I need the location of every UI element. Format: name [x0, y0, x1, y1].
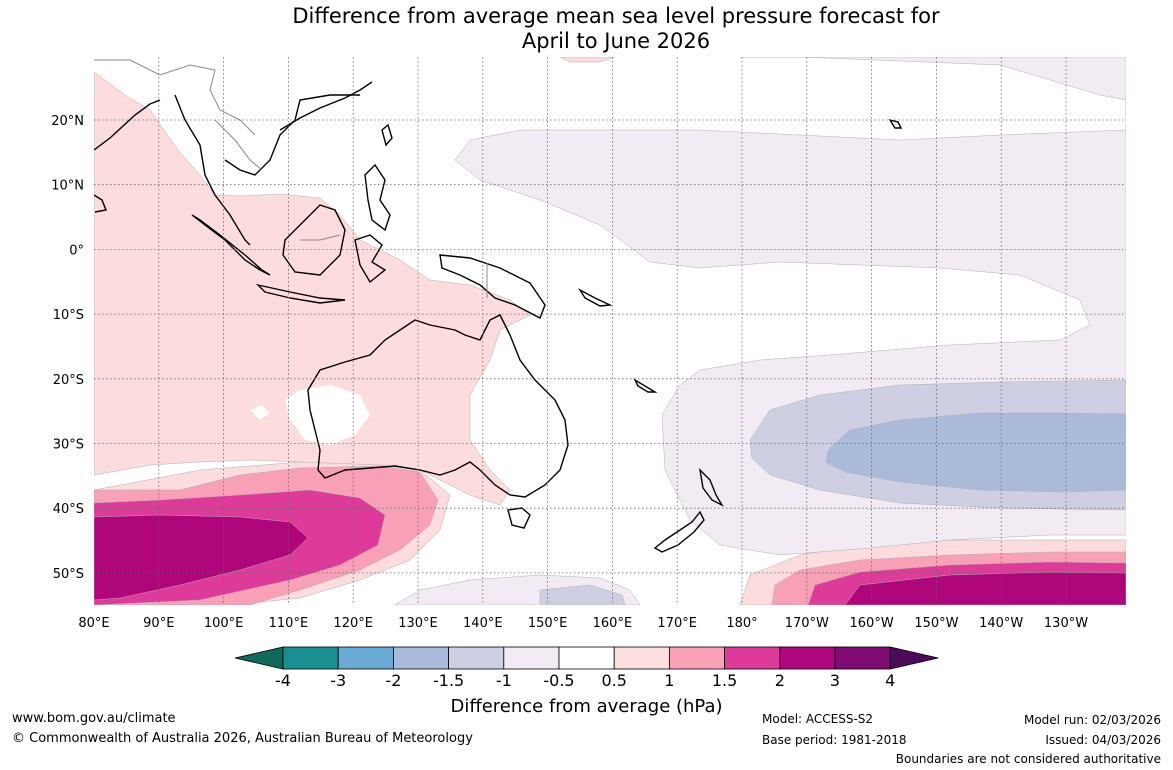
colorbar-swatch — [448, 646, 505, 670]
longitude-label: 150°W — [914, 616, 958, 631]
colorbar-swatch — [834, 646, 891, 670]
longitude-label: 110°E — [269, 616, 309, 631]
coast-taiwan — [381, 123, 393, 147]
coast-new-caledonia — [633, 378, 658, 393]
colorbar-tick-label: -1 — [495, 671, 512, 690]
neutral-region-small — [250, 405, 270, 420]
longitude-labels: 80°E 90°E 100°E 110°E 120°E 130°E 140°E 150°E 16… — [78, 616, 1088, 631]
coast-india — [94, 99, 161, 151]
anomaly-region-pos-2-southeast — [844, 571, 1126, 605]
coast-australia — [307, 314, 569, 498]
coast-new-guinea — [439, 254, 546, 319]
latitude-label: 50°S — [53, 567, 84, 582]
country-borders — [94, 59, 488, 298]
latitude-label: 0° — [69, 243, 84, 258]
longitude-label: 170°W — [785, 616, 829, 631]
colorbar-tick-label: 3 — [829, 671, 841, 690]
longitude-label: 120°E — [333, 616, 373, 631]
longitude-label: 160°W — [850, 616, 894, 631]
colorbar-swatch — [669, 646, 726, 670]
anomaly-region-pos-2-southwest — [94, 514, 309, 601]
colorbar-swatch — [503, 646, 560, 670]
coast-sumatra — [191, 214, 271, 276]
longitude-label: 90°E — [143, 616, 174, 631]
colorbar-tick-label: 2 — [774, 671, 785, 690]
colorbar-label: Difference from average (hPa) — [450, 696, 723, 717]
coast-sri-lanka — [94, 194, 107, 213]
coast-tasmania — [507, 507, 531, 529]
coast-solomon-islands — [578, 288, 613, 307]
neutral-region-west-australia — [285, 385, 370, 445]
coast-nz-south — [653, 510, 705, 553]
coast-nz-north — [698, 467, 724, 507]
boundaries-disclaimer: Boundaries are not considered authoritat… — [895, 752, 1161, 766]
colorbar-tick-label: 4 — [885, 671, 896, 690]
coast-java — [255, 283, 346, 304]
longitude-label: 150°E — [528, 616, 568, 631]
anomaly-region-neg-1-south — [539, 584, 626, 605]
border-indochina — [214, 119, 263, 171]
colorbar-swatch — [724, 646, 781, 670]
colorbar-swatch — [337, 646, 394, 670]
title-line-1: Difference from average mean sea level p… — [292, 4, 940, 28]
colorbar-tick-label: -0.5 — [543, 671, 575, 690]
coastlines — [94, 81, 903, 553]
latitude-label: 20°S — [53, 373, 84, 388]
latitude-label: 10°N — [51, 179, 84, 194]
colorbar-swatch — [282, 646, 339, 670]
longitude-label: 130°W — [1044, 616, 1088, 631]
graticule — [94, 57, 1126, 605]
colorbar-extend-low — [234, 646, 284, 670]
website-text: www.bom.gov.au/climate — [12, 711, 176, 726]
longitude-label: 180° — [726, 616, 757, 631]
model-text: Model: ACCESS-S2 — [762, 712, 874, 726]
colorbar-tick-label: -4 — [275, 671, 291, 690]
colorbar-tick-label: 0.5 — [601, 671, 627, 690]
copyright-text: © Commonwealth of Australia 2026, Austra… — [12, 731, 473, 746]
map-title: Difference from average mean sea level p… — [0, 4, 1173, 54]
map-field — [94, 57, 1126, 605]
colorbar-swatch — [613, 646, 670, 670]
base-period-text: Base period: 1981-2018 — [762, 733, 907, 747]
colorbar-tick-label: 1.5 — [711, 671, 738, 690]
title-line-2: April to June 2026 — [521, 29, 711, 53]
coast-indochina — [224, 94, 360, 176]
longitude-label: 140°W — [979, 616, 1023, 631]
border-asia-north — [94, 59, 256, 136]
latitude-label: 30°S — [53, 438, 84, 453]
colorbar-tick-label: 1 — [664, 671, 675, 690]
latitude-label: 10°S — [53, 308, 84, 323]
colorbar-swatch — [392, 646, 449, 670]
latitude-label: 20°N — [51, 114, 84, 129]
longitude-label: 130°E — [398, 616, 438, 631]
latitude-labels: 20°N 10°N 0° 10°S 20°S 30°S 40°S 50°S — [51, 114, 84, 582]
longitude-label: 100°E — [204, 616, 244, 631]
coast-hawaii — [888, 118, 903, 129]
coast-china — [279, 81, 373, 131]
anomaly-region-neg-1-5 — [825, 412, 1126, 493]
model-run-text: Model run: 02/03/2026 — [1023, 713, 1161, 727]
coast-borneo — [282, 204, 346, 276]
latitude-label: 40°S — [53, 502, 84, 517]
border-borneo — [300, 234, 341, 241]
longitude-label: 160°E — [593, 616, 633, 631]
anomaly-region-pos-0-5-north — [559, 57, 616, 63]
longitude-label: 170°E — [657, 616, 697, 631]
colorbar-swatch — [779, 646, 836, 670]
colorbar — [234, 646, 939, 670]
colorbar-tick-label: -3 — [330, 671, 347, 690]
coast-philippines — [364, 163, 391, 232]
colorbar-swatch — [558, 646, 615, 670]
longitude-label: 140°E — [463, 616, 503, 631]
colorbar-tick-label: -1.5 — [432, 671, 465, 690]
longitude-label: 80°E — [78, 616, 109, 631]
coast-sulawesi — [354, 234, 387, 284]
colorbar-extend-high — [889, 646, 939, 670]
colorbar-tick-label: -2 — [385, 671, 402, 690]
issued-text: Issued: 04/03/2026 — [1045, 733, 1161, 747]
